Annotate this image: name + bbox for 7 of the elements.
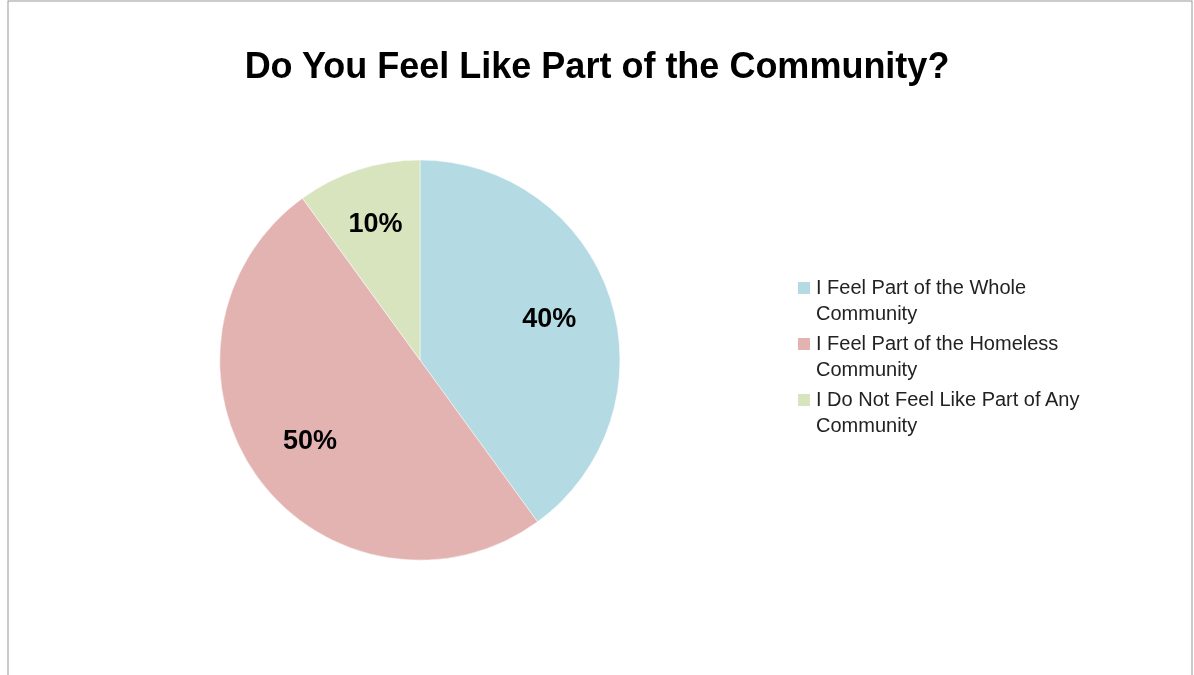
- legend-label: I Feel Part of the Homeless Community: [816, 332, 1059, 380]
- legend-label: I Do Not Feel Like Part of Any Community: [816, 388, 1080, 436]
- legend-label: I Feel Part of the Whole Community: [816, 276, 1027, 324]
- data-label: 10%: [348, 208, 403, 239]
- data-label: 50%: [282, 424, 337, 455]
- data-label: 40%: [522, 302, 577, 333]
- chart-title: Do You Feel Like Part of the Community?: [244, 45, 950, 86]
